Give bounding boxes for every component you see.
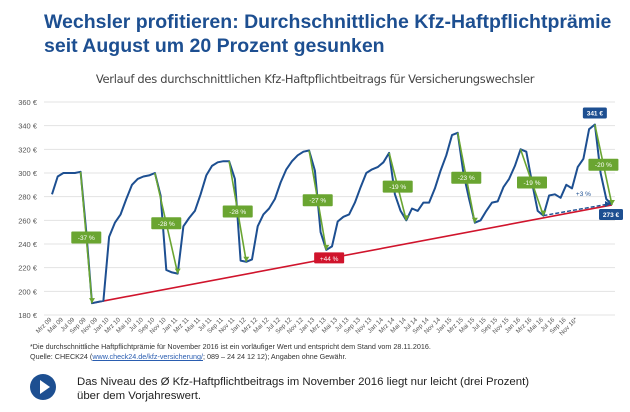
drop-badge <box>71 231 102 244</box>
drop-arrowhead <box>243 256 250 262</box>
trend-badge <box>314 252 345 264</box>
drop-badge <box>302 194 333 207</box>
peak-label: 341 € <box>587 110 604 117</box>
drop-badge <box>222 205 253 218</box>
drop-label: -28 % <box>229 209 246 216</box>
drop-label: -19 % <box>389 184 406 191</box>
y-tick-label: 320 € <box>18 145 38 154</box>
play-arrow-icon <box>30 374 56 400</box>
summary-note: Das Niveau des Ø Kfz-Haftpflichtbeitrags… <box>77 376 530 402</box>
y-tick-label: 220 € <box>18 264 38 273</box>
footnote: *Die durchschnittliche Haftpflichtprämie… <box>30 342 431 351</box>
yoy-arrow <box>543 203 610 217</box>
drop-markers: -37 % -28 % -28 % -27 % -19 % -23 % -19 % -20 % <box>71 124 619 304</box>
drop-label: -27 % <box>309 198 326 205</box>
y-tick-label: 200 € <box>18 287 38 296</box>
grid-lines <box>44 101 615 316</box>
drop-arrowhead <box>609 199 615 205</box>
drop-badge <box>382 180 413 193</box>
drop-arrowhead <box>323 244 330 250</box>
y-tick-label: 360 € <box>18 98 38 107</box>
last-badge <box>599 208 623 220</box>
y-axis-ticks: 180 € 200 € 220 € 240 € 260 € 280 € 300 € 320 €… <box>18 98 38 320</box>
y-tick-label: 280 € <box>18 193 38 202</box>
series-line <box>51 123 613 305</box>
trend-line: +44 % +3 % <box>91 191 613 304</box>
drop-arrowhead <box>89 298 95 304</box>
peak-badge <box>582 107 607 119</box>
trend-label: +44 % <box>320 256 339 263</box>
y-tick-label: 340 € <box>18 122 38 131</box>
last-label: 273 € <box>603 212 620 219</box>
yoy-arrowhead <box>605 200 611 207</box>
premium-line-chart: 180 € 200 € 220 € 240 € 260 € 280 € 300 € 320 €… <box>18 98 623 337</box>
source-link[interactable]: www.check24.de/kfz-versicherung/ <box>92 352 203 361</box>
drop-arrowhead <box>471 217 478 223</box>
drop-label: -20 % <box>595 162 612 169</box>
drop-label: -37 % <box>78 235 95 242</box>
drop-badge <box>588 158 619 171</box>
source-suffix: ; 089 – 24 24 12 12); Angaben ohne Gewäh… <box>202 352 347 361</box>
y-tick-label: 260 € <box>18 216 38 225</box>
value-labels: 341 € 273 € <box>582 107 623 220</box>
drop-label: -28 % <box>158 221 175 228</box>
drop-arrowhead <box>540 210 547 216</box>
source-prefix: Quelle: CHECK24 ( <box>30 352 93 361</box>
drop-badge <box>451 171 482 184</box>
y-tick-label: 300 € <box>18 169 38 178</box>
y-tick-label: 240 € <box>18 240 38 249</box>
yoy-label: +3 % <box>576 191 591 198</box>
drop-badge <box>151 217 182 230</box>
drop-arrowhead <box>174 268 181 274</box>
drop-arrowhead <box>403 215 410 221</box>
chart-subtitle: Verlauf des durchschnittlichen Kfz-Haftp… <box>95 72 535 86</box>
series-polyline <box>51 123 613 305</box>
drop-badge <box>517 176 547 189</box>
drop-label: -19 % <box>524 180 541 187</box>
y-tick-label: 180 € <box>18 311 38 320</box>
source-line: Quelle: CHECK24 (www.check24.de/kfz-vers… <box>30 352 346 361</box>
page-title: Wechsler profitieren: Durchschnittliche … <box>44 11 612 57</box>
drop-label: -23 % <box>458 175 475 182</box>
trend-line-segment <box>91 204 613 304</box>
